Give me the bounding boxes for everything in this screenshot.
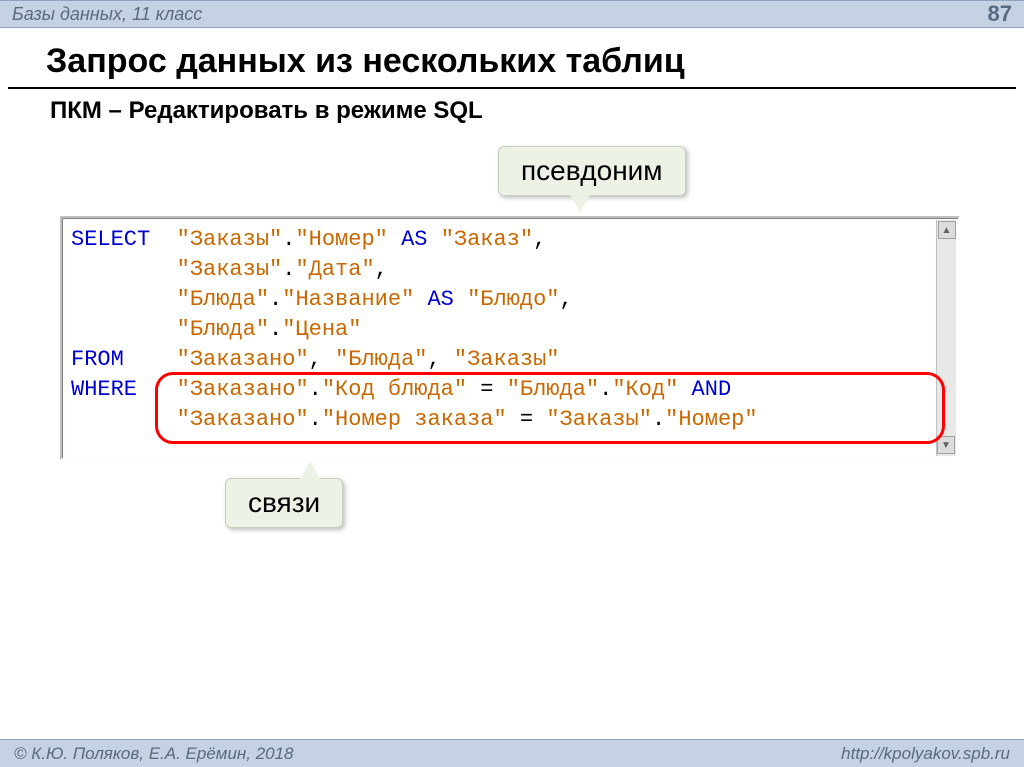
sql-token: "Блюда" <box>177 287 269 312</box>
sql-token: "Название" <box>282 287 414 312</box>
sql-token <box>454 287 467 312</box>
sql-token: FROM <box>71 347 124 372</box>
sql-token: , <box>375 257 388 282</box>
callout-alias-pointer-icon <box>570 195 590 213</box>
sql-token <box>388 227 401 252</box>
sql-token: "Блюда" <box>177 317 269 342</box>
page-number: 87 <box>988 1 1012 27</box>
sql-token: "Заказы" <box>454 347 560 372</box>
sql-token: AS <box>427 287 453 312</box>
sql-token: "Дата" <box>295 257 374 282</box>
slide-subtitle: ПКМ – Редактировать в режиме SQL <box>0 89 1024 125</box>
footer-url: http://kpolyakov.spb.ru <box>841 744 1010 764</box>
highlight-links-box <box>155 372 945 444</box>
sql-token: "Заказы" <box>177 227 283 252</box>
callout-links-pointer-icon <box>300 461 320 479</box>
sql-token: , <box>427 347 453 372</box>
sql-token: "Цена" <box>282 317 361 342</box>
sql-token <box>71 257 177 282</box>
sql-token <box>71 287 177 312</box>
slide-title: Запрос данных из нескольких таблиц <box>8 28 1016 89</box>
sql-token: , <box>560 287 573 312</box>
sql-token: . <box>282 227 295 252</box>
sql-token: , <box>309 347 335 372</box>
sql-token: "Блюдо" <box>467 287 559 312</box>
sql-token: "Заказ" <box>441 227 533 252</box>
sql-token: . <box>269 287 282 312</box>
sql-token: , <box>533 227 546 252</box>
sql-token: . <box>282 257 295 282</box>
sql-token <box>71 317 177 342</box>
sql-token: AS <box>401 227 427 252</box>
sql-token <box>414 287 427 312</box>
sql-token: SELECT <box>71 227 150 252</box>
sql-token <box>124 347 177 372</box>
sql-token: "Номер" <box>295 227 387 252</box>
sql-token: WHERE <box>71 377 137 402</box>
sql-token: "Заказы" <box>177 257 283 282</box>
course-name: Базы данных, 11 класс <box>12 4 202 25</box>
callout-alias: псевдоним <box>498 146 686 196</box>
footer-copyright: © К.Ю. Поляков, Е.А. Ерёмин, 2018 <box>14 744 294 764</box>
sql-token: . <box>269 317 282 342</box>
sql-token <box>150 227 176 252</box>
sql-token: "Заказано" <box>177 347 309 372</box>
slide-header: Базы данных, 11 класс 87 <box>0 0 1024 28</box>
slide-footer: © К.Ю. Поляков, Е.А. Ерёмин, 2018 http:/… <box>0 739 1024 767</box>
sql-token <box>427 227 440 252</box>
callout-links: связи <box>225 478 343 528</box>
scroll-up-icon[interactable]: ▲ <box>938 221 956 239</box>
sql-token: "Блюда" <box>335 347 427 372</box>
